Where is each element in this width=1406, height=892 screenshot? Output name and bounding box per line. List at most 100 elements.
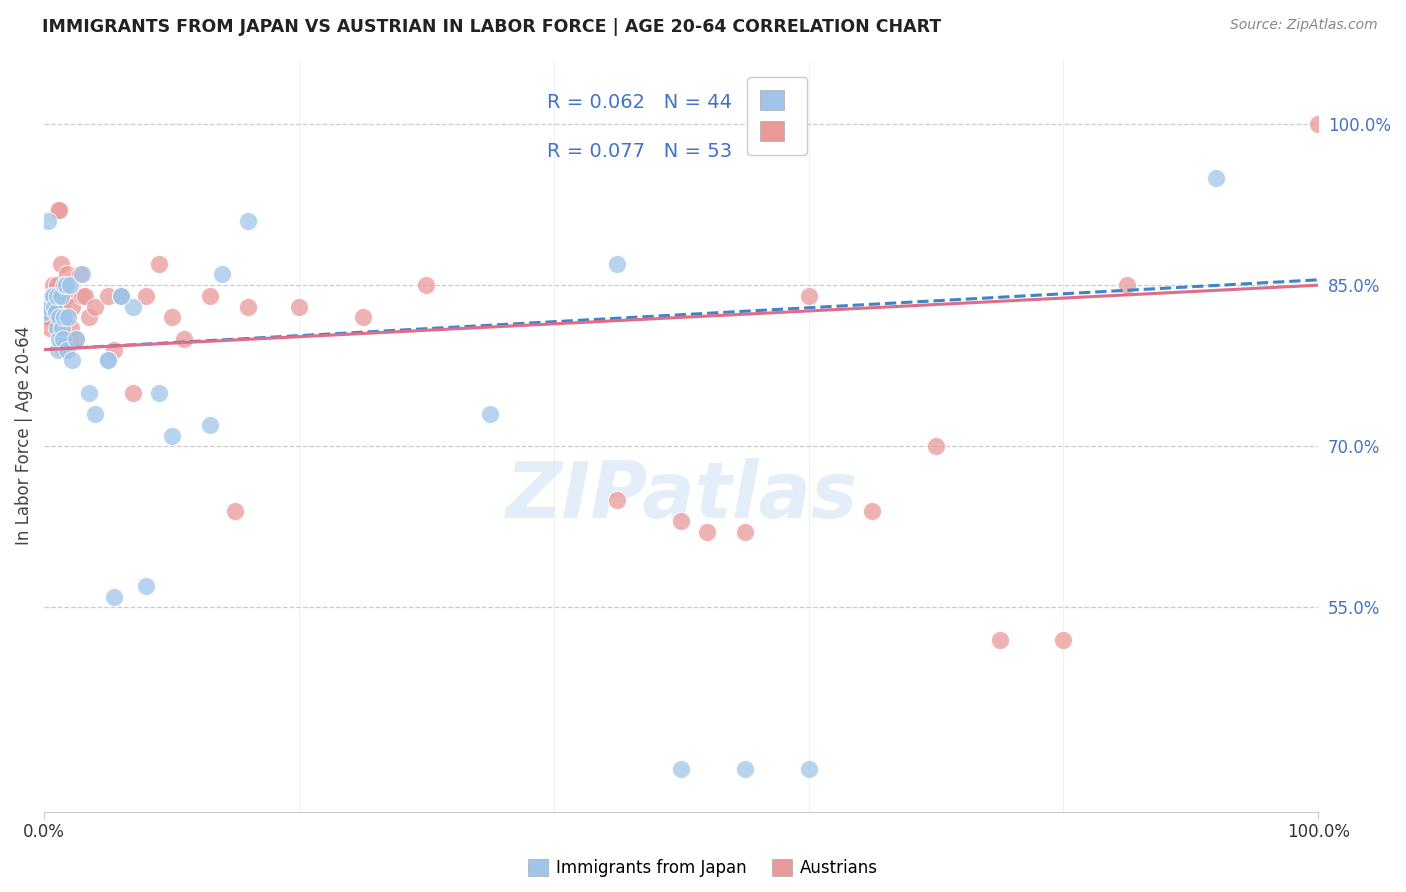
Point bbox=[103, 343, 125, 357]
Point bbox=[60, 353, 83, 368]
Point bbox=[58, 310, 80, 325]
Point bbox=[53, 278, 76, 293]
Point bbox=[45, 321, 67, 335]
Text: R = 0.077   N = 53: R = 0.077 N = 53 bbox=[547, 143, 733, 161]
Point bbox=[60, 300, 83, 314]
Point bbox=[198, 417, 221, 432]
Point bbox=[925, 439, 948, 453]
Point bbox=[1205, 170, 1227, 185]
Text: IMMIGRANTS FROM JAPAN VS AUSTRIAN IN LABOR FORCE | AGE 20-64 CORRELATION CHART: IMMIGRANTS FROM JAPAN VS AUSTRIAN IN LAB… bbox=[42, 18, 942, 36]
Point bbox=[49, 289, 72, 303]
Point bbox=[34, 305, 56, 319]
Point bbox=[49, 257, 72, 271]
Point bbox=[44, 300, 66, 314]
Text: Source: ZipAtlas.com: Source: ZipAtlas.com bbox=[1230, 18, 1378, 32]
Point bbox=[45, 278, 67, 293]
Point bbox=[46, 343, 69, 357]
Point bbox=[65, 332, 87, 346]
Point bbox=[48, 202, 70, 217]
Point bbox=[38, 310, 60, 325]
Point bbox=[59, 321, 82, 335]
Point bbox=[479, 407, 502, 421]
Point bbox=[988, 632, 1011, 647]
Point bbox=[103, 590, 125, 604]
Point bbox=[148, 257, 170, 271]
Point bbox=[669, 762, 692, 776]
Point bbox=[42, 289, 65, 303]
Point bbox=[122, 300, 145, 314]
Point bbox=[224, 504, 246, 518]
Point bbox=[669, 515, 692, 529]
Point bbox=[37, 213, 59, 227]
Point bbox=[173, 332, 195, 346]
Point bbox=[72, 289, 94, 303]
Point bbox=[160, 428, 183, 442]
Point bbox=[97, 353, 120, 368]
Point bbox=[65, 332, 87, 346]
Point bbox=[69, 268, 91, 282]
Point bbox=[160, 310, 183, 325]
Point bbox=[236, 213, 259, 227]
Point bbox=[52, 332, 75, 346]
Point bbox=[44, 289, 66, 303]
Point bbox=[135, 289, 157, 303]
Point bbox=[53, 310, 76, 325]
Point bbox=[58, 278, 80, 293]
Point bbox=[73, 289, 96, 303]
Point bbox=[97, 289, 120, 303]
Point bbox=[48, 332, 70, 346]
Text: R = 0.062   N = 44: R = 0.062 N = 44 bbox=[547, 94, 733, 112]
Point bbox=[734, 525, 756, 540]
Point bbox=[135, 579, 157, 593]
Point bbox=[53, 343, 76, 357]
Point bbox=[797, 289, 820, 303]
Point bbox=[56, 268, 79, 282]
Point bbox=[288, 300, 311, 314]
Point bbox=[606, 257, 628, 271]
Point bbox=[34, 300, 56, 314]
Point bbox=[734, 762, 756, 776]
Point bbox=[35, 300, 58, 314]
Legend: Immigrants from Japan, Austrians: Immigrants from Japan, Austrians bbox=[522, 852, 884, 884]
Point bbox=[198, 289, 221, 303]
Point bbox=[51, 321, 73, 335]
Point bbox=[606, 493, 628, 508]
Point bbox=[58, 332, 80, 346]
Point bbox=[37, 310, 59, 325]
Point bbox=[39, 321, 62, 335]
Point bbox=[48, 310, 70, 325]
Point bbox=[860, 504, 883, 518]
Y-axis label: In Labor Force | Age 20-64: In Labor Force | Age 20-64 bbox=[15, 326, 32, 545]
Point bbox=[1052, 632, 1074, 647]
Point bbox=[1308, 117, 1330, 131]
Point bbox=[236, 300, 259, 314]
Point bbox=[58, 332, 80, 346]
Point bbox=[51, 300, 73, 314]
Point bbox=[77, 310, 100, 325]
Point bbox=[110, 289, 132, 303]
Point bbox=[72, 268, 94, 282]
Point bbox=[77, 385, 100, 400]
Point bbox=[148, 385, 170, 400]
Point bbox=[1116, 278, 1139, 293]
Point bbox=[696, 525, 718, 540]
Point bbox=[84, 407, 107, 421]
Point bbox=[55, 289, 77, 303]
Legend: , : , bbox=[747, 77, 807, 155]
Text: ZIPatlas: ZIPatlas bbox=[505, 458, 858, 533]
Point bbox=[46, 202, 69, 217]
Point bbox=[55, 278, 77, 293]
Point bbox=[797, 762, 820, 776]
Point bbox=[42, 278, 65, 293]
Point bbox=[97, 353, 120, 368]
Point bbox=[352, 310, 374, 325]
Point bbox=[52, 310, 75, 325]
Point bbox=[122, 385, 145, 400]
Point bbox=[38, 300, 60, 314]
Point bbox=[56, 343, 79, 357]
Point bbox=[41, 289, 63, 303]
Point bbox=[45, 305, 67, 319]
Point bbox=[45, 300, 67, 314]
Point bbox=[110, 289, 132, 303]
Point bbox=[41, 289, 63, 303]
